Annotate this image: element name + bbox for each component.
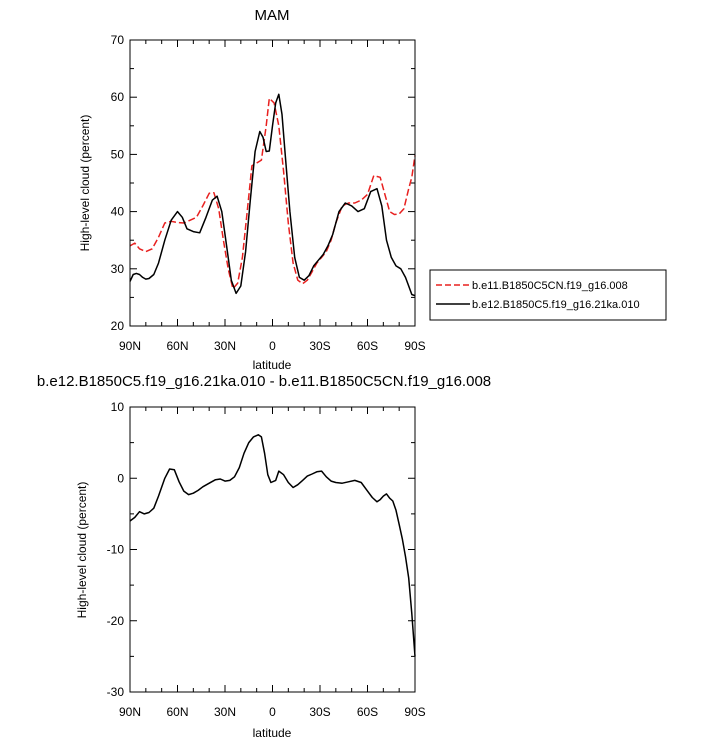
top-x-tick-label: 30S bbox=[309, 339, 330, 353]
top-chart-title: MAM bbox=[255, 7, 290, 24]
bottom-y-tick-label: -20 bbox=[107, 614, 125, 628]
bottom-y-tick-label: -30 bbox=[107, 685, 125, 699]
top-series-line-2 bbox=[129, 93, 416, 297]
top-y-tick-label: 40 bbox=[111, 205, 125, 219]
bottom-x-tick-label: 30S bbox=[309, 705, 330, 719]
top-x-tick-label: 90N bbox=[119, 339, 141, 353]
bottom-y-ticks: -30 -20 -10 0 10 bbox=[107, 400, 415, 699]
bottom-plot-frame bbox=[129, 406, 416, 693]
top-y-tick-label: 60 bbox=[111, 90, 125, 104]
legend-label-series-2: b.e12.B1850C5.f19_g16.21ka.010 bbox=[472, 299, 640, 311]
top-y-tick-label: 50 bbox=[111, 147, 125, 161]
top-series-lines bbox=[129, 93, 416, 297]
top-x-tick-label: 0 bbox=[269, 339, 276, 353]
bottom-y-tick-label: -10 bbox=[107, 543, 125, 557]
top-y-tick-label: 70 bbox=[111, 33, 125, 47]
bottom-x-tick-label: 0 bbox=[269, 705, 276, 719]
top-x-tick-label: 60N bbox=[166, 339, 188, 353]
bottom-y-axis-label: High-level cloud (percent) bbox=[75, 482, 89, 619]
top-y-ticks: 20 30 40 50 60 70 bbox=[111, 33, 415, 333]
top-panel: MAM 20 30 40 50 60 70 90N 60N 30N 0 30S 60S 90S lat… bbox=[78, 7, 667, 372]
legend-box bbox=[429, 269, 667, 321]
bottom-y-tick-label: 0 bbox=[117, 471, 124, 485]
top-y-tick-label: 30 bbox=[111, 262, 125, 276]
top-y-axis-label: High-level cloud (percent) bbox=[78, 115, 92, 252]
top-x-tick-label: 90S bbox=[404, 339, 425, 353]
bottom-x-tick-label: 60S bbox=[357, 705, 378, 719]
bottom-y-tick-label: 10 bbox=[111, 400, 125, 414]
top-x-axis-label: latitude bbox=[253, 358, 292, 372]
bottom-x-ticks: 90N 60N 30N 0 30S 60S 90S bbox=[119, 407, 426, 719]
bottom-x-tick-label: 60N bbox=[166, 705, 188, 719]
bottom-series-lines bbox=[129, 434, 416, 657]
bottom-series-line-1 bbox=[129, 434, 416, 657]
bottom-x-axis-label: latitude bbox=[253, 726, 292, 740]
legend: b.e11.B1850C5CN.f19_g16.008 b.e12.B1850C… bbox=[429, 269, 667, 321]
bottom-chart-title: b.e12.B1850C5.f19_g16.21ka.010 - b.e11.B… bbox=[37, 373, 491, 390]
legend-label-series-1: b.e11.B1850C5CN.f19_g16.008 bbox=[472, 280, 628, 292]
top-y-tick-label: 20 bbox=[111, 319, 125, 333]
top-x-tick-label: 30N bbox=[214, 339, 236, 353]
bottom-x-tick-label: 90N bbox=[119, 705, 141, 719]
top-plot-frame bbox=[129, 39, 416, 327]
top-x-tick-label: 60S bbox=[357, 339, 378, 353]
bottom-x-tick-label: 90S bbox=[404, 705, 425, 719]
bottom-x-tick-label: 30N bbox=[214, 705, 236, 719]
bottom-panel: b.e12.B1850C5.f19_g16.21ka.010 - b.e11.B… bbox=[37, 373, 491, 740]
